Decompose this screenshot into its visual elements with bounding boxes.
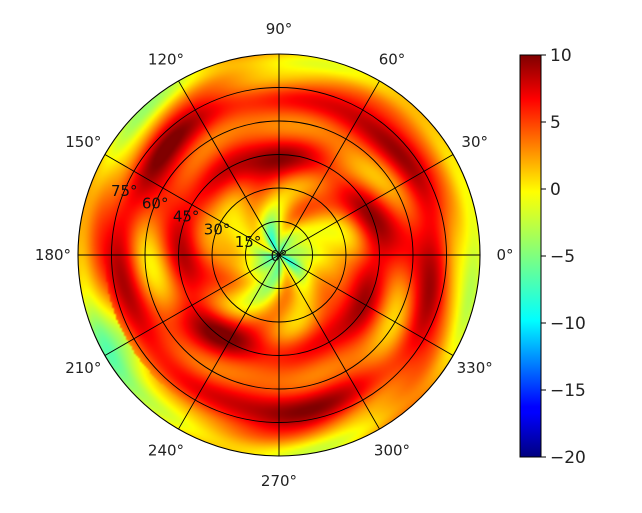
radial-tick-label: 45° — [173, 208, 200, 226]
radial-tick-label: 15° — [235, 233, 262, 251]
colorbar-tick-label: −5 — [550, 247, 575, 267]
angular-grid-line — [104, 254, 280, 356]
colorbar-tick-label: 10 — [550, 46, 572, 66]
colorbar: 10 5 0 −5 −10 −15 −20 — [519, 46, 586, 468]
angular-grid-line — [178, 80, 280, 256]
theta-tick-label: 300° — [374, 442, 410, 460]
theta-tick-label: 210° — [65, 359, 101, 377]
angular-grid-line — [278, 254, 380, 430]
theta-tick-label: 240° — [148, 442, 184, 460]
theta-tick-label: 270° — [261, 472, 297, 490]
colorbar-tick-label: −15 — [550, 381, 586, 401]
center-label: 0° — [270, 247, 287, 265]
theta-tick-labels: 0° 30° 60° 90° 120° 150° 180° 210° 240° 270° 300° 3… — [35, 20, 514, 490]
colorbar-tick-label: 0 — [550, 180, 561, 200]
colorbar-gradient — [519, 54, 542, 458]
angular-grid-line — [278, 254, 454, 356]
theta-tick-label: 60° — [379, 50, 406, 68]
theta-tick-label: 30° — [461, 133, 488, 151]
angular-grid-line — [278, 80, 380, 256]
polar-grid — [77, 53, 481, 457]
colorbar-tick-label: 5 — [550, 113, 561, 133]
theta-tick-label: 150° — [65, 133, 101, 151]
angular-grid-line — [104, 154, 280, 256]
angular-grid-line — [178, 254, 280, 430]
radial-tick-label: 60° — [142, 195, 169, 213]
angular-grid-line — [278, 154, 454, 256]
radial-tick-labels: 15°30°45°60°75° — [111, 182, 261, 251]
colorbar-tick-label: −20 — [550, 448, 586, 468]
colorbar-ticks: 10 5 0 −5 −10 −15 −20 — [541, 46, 586, 468]
outer-boundary — [77, 53, 481, 457]
theta-tick-label: 120° — [148, 50, 184, 68]
radial-tick-label: 75° — [111, 182, 138, 200]
theta-tick-label: 180° — [35, 246, 71, 264]
theta-tick-label: 90° — [266, 20, 293, 38]
radial-tick-label: 30° — [204, 220, 231, 238]
colorbar-tick-label: −10 — [550, 314, 586, 334]
theta-tick-label: 330° — [457, 359, 493, 377]
theta-tick-label: 0° — [496, 246, 513, 264]
